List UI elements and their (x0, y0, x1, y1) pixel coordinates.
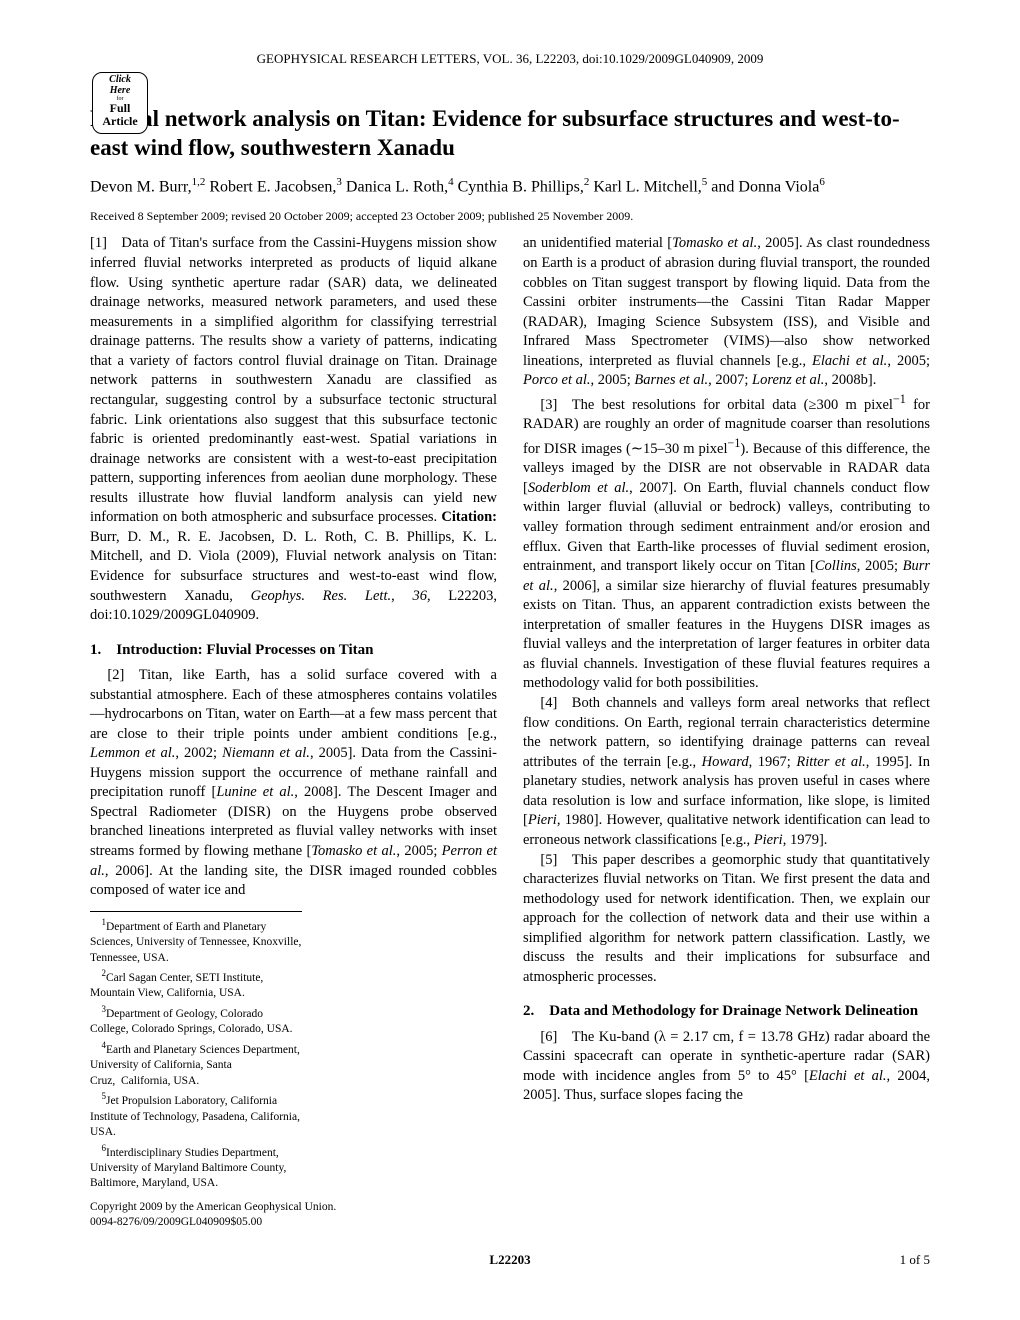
col2-continuation: an unidentified material [Tomasko et al.… (523, 234, 930, 391)
section-1-heading: 1. Introduction: Fluvial Processes on Ti… (90, 640, 497, 660)
section-2-heading: 2. Data and Methodology for Drainage Net… (523, 1001, 930, 1021)
full-article-badge[interactable]: Click Here for Full Article (92, 72, 148, 134)
paragraph-4: [4] Both channels and valleys form areal… (523, 694, 930, 851)
citation-text: Burr, D. M., R. E. Jacobsen, D. L. Roth,… (90, 529, 497, 623)
copyright-block: Copyright 2009 by the American Geophysic… (90, 1200, 497, 1231)
copyright-line-2: 0094-8276/09/2009GL040909$05.00 (90, 1215, 497, 1231)
badge-here: Here (95, 86, 145, 97)
copyright-line-1: Copyright 2009 by the American Geophysic… (90, 1200, 497, 1216)
affiliation-5: 5Jet Propulsion Laboratory, California I… (90, 1090, 302, 1140)
affiliations-block: 1Department of Earth and Planetary Scien… (90, 911, 302, 1192)
dates-line: Received 8 September 2009; revised 20 Oc… (90, 208, 930, 224)
affiliation-3: 3Department of Geology, Colorado College… (90, 1003, 302, 1038)
author-list: Devon M. Burr,1,2 Robert E. Jacobsen,3 D… (90, 175, 930, 198)
abstract-text: [1] Data of Titan's surface from the Cas… (90, 235, 497, 525)
paragraph-3: [3] The best resolutions for orbital dat… (523, 391, 930, 694)
article-title: Fluvial network analysis on Titan: Evide… (90, 104, 930, 164)
abstract-para: [1] Data of Titan's surface from the Cas… (90, 234, 497, 625)
paragraph-6: [6] The Ku-band (λ = 2.17 cm, f = 13.78 … (523, 1028, 930, 1106)
paragraph-5: [5] This paper describes a geomorphic st… (523, 851, 930, 988)
journal-header: GEOPHYSICAL RESEARCH LETTERS, VOL. 36, L… (90, 50, 930, 68)
badge-article: Article (95, 115, 145, 128)
citation-label: Citation: (441, 509, 497, 525)
affiliation-6: 6Interdisciplinary Studies Department, U… (90, 1142, 302, 1192)
footer-page-number: 1 of 5 (900, 1251, 930, 1269)
badge-click: Click (95, 75, 145, 86)
body-columns: [1] Data of Titan's surface from the Cas… (90, 234, 930, 1231)
affiliation-1: 1Department of Earth and Planetary Scien… (90, 916, 302, 966)
paragraph-2: [2] Titan, like Earth, has a solid surfa… (90, 666, 497, 901)
badge-full: Full (95, 102, 145, 115)
affiliation-4: 4Earth and Planetary Sciences Department… (90, 1039, 302, 1089)
affiliation-2: 2Carl Sagan Center, SETI Institute, Moun… (90, 967, 302, 1002)
footer-article-id: L22203 (90, 1251, 930, 1269)
